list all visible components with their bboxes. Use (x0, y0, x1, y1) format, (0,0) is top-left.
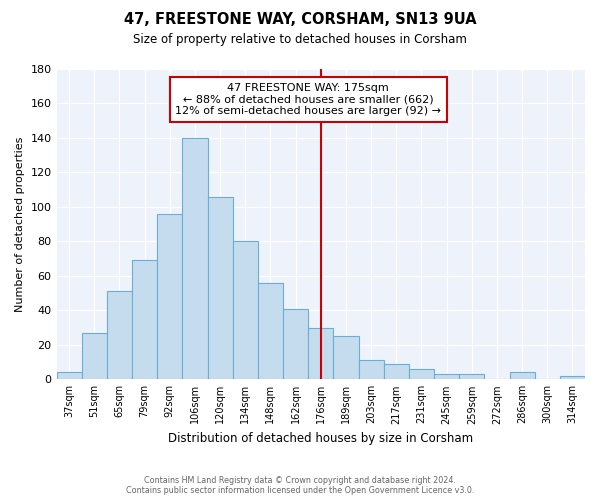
Bar (258, 283, 283, 380)
Bar (560, 376, 585, 380)
Bar (107, 292, 132, 380)
Y-axis label: Number of detached properties: Number of detached properties (15, 136, 25, 312)
Text: 47 FREESTONE WAY: 175sqm
← 88% of detached houses are smaller (662)
12% of semi-: 47 FREESTONE WAY: 175sqm ← 88% of detach… (175, 83, 441, 116)
Bar (157, 214, 182, 380)
Bar (208, 196, 233, 380)
Text: Size of property relative to detached houses in Corsham: Size of property relative to detached ho… (133, 32, 467, 46)
Text: 47, FREESTONE WAY, CORSHAM, SN13 9UA: 47, FREESTONE WAY, CORSHAM, SN13 9UA (124, 12, 476, 28)
Text: Contains HM Land Registry data © Crown copyright and database right 2024.
Contai: Contains HM Land Registry data © Crown c… (126, 476, 474, 495)
Bar (434, 374, 459, 380)
Bar (334, 336, 359, 380)
Bar (82, 333, 107, 380)
Bar (132, 260, 157, 380)
X-axis label: Distribution of detached houses by size in Corsham: Distribution of detached houses by size … (168, 432, 473, 445)
Bar (383, 364, 409, 380)
Bar (308, 328, 334, 380)
Bar (359, 360, 383, 380)
Bar (233, 242, 258, 380)
Bar (459, 374, 484, 380)
Bar (182, 138, 208, 380)
Bar (409, 369, 434, 380)
Bar (509, 372, 535, 380)
Bar (56, 372, 82, 380)
Bar (283, 308, 308, 380)
